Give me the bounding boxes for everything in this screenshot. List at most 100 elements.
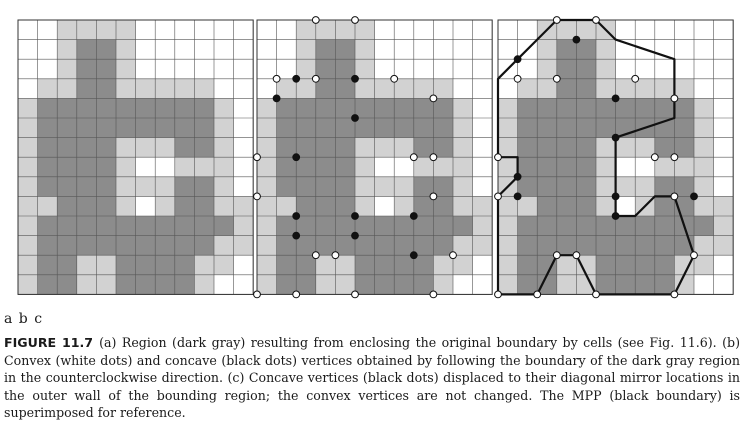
region-cell — [374, 98, 395, 118]
region-cell — [96, 157, 116, 177]
region-cell — [596, 274, 616, 295]
boundary-cell — [355, 39, 375, 60]
boundary-cell — [498, 137, 518, 158]
convex-vertex — [670, 94, 679, 103]
boundary-cell — [453, 176, 473, 197]
region-cell — [335, 157, 355, 177]
boundary-cell — [556, 274, 577, 295]
boundary-cell — [18, 274, 38, 295]
boundary-cell — [453, 118, 473, 138]
boundary-cell — [96, 274, 116, 295]
boundary-cell — [694, 137, 714, 158]
boundary-cell — [18, 98, 38, 118]
boundary-cell — [233, 235, 254, 256]
region-cell — [615, 255, 636, 275]
caption-text: (a) Region (dark gray) resulting from en… — [4, 335, 740, 421]
boundary-cell — [413, 157, 434, 177]
convex-vertex — [253, 290, 261, 299]
boundary-cell — [596, 157, 616, 177]
region-cell — [556, 78, 577, 99]
boundary-cell — [315, 20, 336, 40]
region-cell — [596, 216, 616, 236]
region-cell — [116, 118, 136, 138]
boundary-cell — [135, 78, 156, 99]
region-cell — [615, 98, 636, 118]
region-cell — [37, 274, 58, 295]
displaced-concave-vertex — [513, 172, 522, 181]
boundary-cell — [576, 255, 596, 275]
boundary-cell — [596, 78, 616, 99]
region-cell — [335, 176, 355, 197]
boundary-cell — [135, 137, 156, 158]
figure-caption: FIGURE 11.7 (a) Region (dark gray) result… — [4, 334, 740, 422]
region-cell — [135, 274, 156, 295]
concave-vertex — [409, 251, 418, 260]
convex-vertex — [429, 94, 438, 103]
region-cell — [517, 176, 538, 197]
convex-vertex — [513, 74, 522, 83]
convex-vertex — [494, 153, 502, 162]
boundary-cell — [194, 274, 214, 295]
boundary-cell — [335, 274, 355, 295]
region-cell — [37, 255, 58, 275]
region-cell — [576, 157, 596, 177]
region-cell — [335, 235, 355, 256]
convex-vertex — [351, 290, 359, 299]
boundary-cell — [214, 235, 234, 256]
boundary-cell — [135, 176, 156, 197]
boundary-cell — [257, 157, 277, 177]
displaced-concave-vertex — [690, 192, 698, 201]
region-cell — [556, 137, 577, 158]
region-cell — [413, 235, 434, 256]
convex-vertex — [292, 290, 301, 299]
convex-vertex — [552, 74, 561, 83]
boundary-cell — [713, 196, 734, 216]
boundary-cell — [355, 176, 375, 197]
region-cell — [394, 118, 414, 138]
convex-vertex — [253, 153, 261, 162]
region-cell — [276, 118, 297, 138]
boundary-cell — [596, 176, 616, 197]
region-cell — [76, 196, 97, 216]
region-cell — [374, 255, 395, 275]
region-cell — [116, 274, 136, 295]
boundary-cell — [374, 78, 395, 99]
region-cell — [413, 176, 434, 197]
region-cell — [537, 196, 557, 216]
boundary-cell — [18, 196, 38, 216]
region-cell — [57, 216, 77, 236]
region-cell — [37, 137, 58, 158]
region-cell — [174, 137, 195, 158]
boundary-cell — [57, 59, 77, 79]
boundary-cell — [576, 20, 596, 40]
region-cell — [37, 176, 58, 197]
boundary-cell — [194, 255, 214, 275]
region-cell — [57, 274, 77, 295]
region-cell — [335, 98, 355, 118]
boundary-cell — [694, 157, 714, 177]
region-cell — [576, 176, 596, 197]
region-cell — [355, 98, 375, 118]
figure-11-7 — [17, 16, 734, 299]
region-cell — [537, 98, 557, 118]
region-cell — [355, 235, 375, 256]
region-cell — [315, 98, 336, 118]
convex-vertex — [572, 251, 581, 260]
region-cell — [174, 274, 195, 295]
boundary-cell — [498, 255, 518, 275]
region-cell — [194, 137, 214, 158]
region-cell — [433, 98, 453, 118]
displaced-concave-vertex — [611, 192, 620, 201]
region-cell — [57, 196, 77, 216]
region-cell — [556, 59, 577, 79]
boundary-cell — [694, 196, 714, 216]
region-cell — [57, 157, 77, 177]
boundary-cell — [57, 20, 77, 40]
boundary-cell — [296, 39, 316, 60]
boundary-cell — [194, 78, 214, 99]
displaced-concave-vertex — [611, 212, 620, 220]
panel-labels: a b c — [4, 311, 44, 327]
region-cell — [57, 118, 77, 138]
boundary-cell — [214, 118, 234, 138]
region-cell — [315, 216, 336, 236]
